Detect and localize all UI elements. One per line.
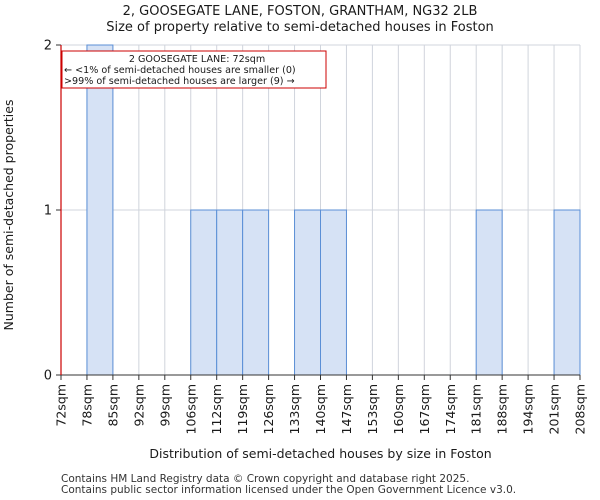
x-tick-label: 99sqm: [157, 384, 172, 427]
x-tick-label: 140sqm: [313, 384, 328, 434]
x-tick-label: 112sqm: [209, 384, 224, 434]
x-tick-label: 78sqm: [79, 384, 94, 427]
x-tick-label: 174sqm: [443, 384, 458, 434]
histogram-bar: [242, 209, 270, 376]
x-tick-label: 181sqm: [469, 384, 484, 434]
x-tick-label: 106sqm: [183, 384, 198, 434]
footer-line-2: Contains public sector information licen…: [61, 484, 517, 496]
histogram-bar: [190, 209, 218, 376]
x-tick-label: 119sqm: [235, 384, 250, 434]
x-tick-label: 92sqm: [131, 384, 146, 427]
y-tick-label: 1: [44, 204, 52, 219]
x-tick-label: 160sqm: [391, 384, 406, 434]
histogram-chart: 0 1 2 72sqm 78sqm 85sqm 92sqm 99sqm 106sqm 112sqm…: [1, 39, 588, 462]
x-tick-label: 147sqm: [339, 384, 354, 434]
y-axis-title: Number of semi-detached properties: [1, 100, 16, 331]
chart-subtitle: Size of property relative to semi-detach…: [106, 20, 494, 35]
chart-title: 2, GOOSEGATE LANE, FOSTON, GRANTHAM, NG3…: [122, 4, 478, 19]
x-tick-label: 153sqm: [365, 384, 380, 434]
x-tick-label: 201sqm: [547, 384, 562, 434]
histogram-bar: [86, 44, 114, 376]
y-tick-label: 2: [44, 39, 52, 54]
annotation-line-3: >99% of semi-detached houses are larger …: [64, 76, 295, 87]
histogram-bar: [320, 209, 347, 376]
annotation-line-2: ← <1% of semi-detached houses are smalle…: [64, 65, 296, 76]
annotation-line-1: 2 GOOSEGATE LANE: 72sqm: [129, 54, 265, 65]
histogram-bar: [475, 209, 503, 376]
histogram-bar: [294, 209, 321, 376]
y-tick-label: 0: [44, 369, 52, 384]
x-tick-label: 208sqm: [573, 384, 588, 434]
x-tick-label: 167sqm: [417, 384, 432, 434]
x-axis-title: Distribution of semi-detached houses by …: [149, 446, 491, 461]
annotation-box: [61, 50, 327, 89]
x-tick-label: 194sqm: [521, 384, 536, 434]
x-tick-label: 133sqm: [287, 384, 302, 434]
x-tick-label: 126sqm: [261, 384, 276, 434]
footer-line-1: Contains HM Land Registry data © Crown c…: [61, 473, 470, 485]
histogram-bar: [553, 209, 581, 376]
x-tick-label: 85sqm: [105, 384, 120, 427]
x-tick-label: 188sqm: [495, 384, 510, 434]
x-tick-label: 72sqm: [54, 384, 69, 427]
histogram-bar: [216, 209, 244, 376]
